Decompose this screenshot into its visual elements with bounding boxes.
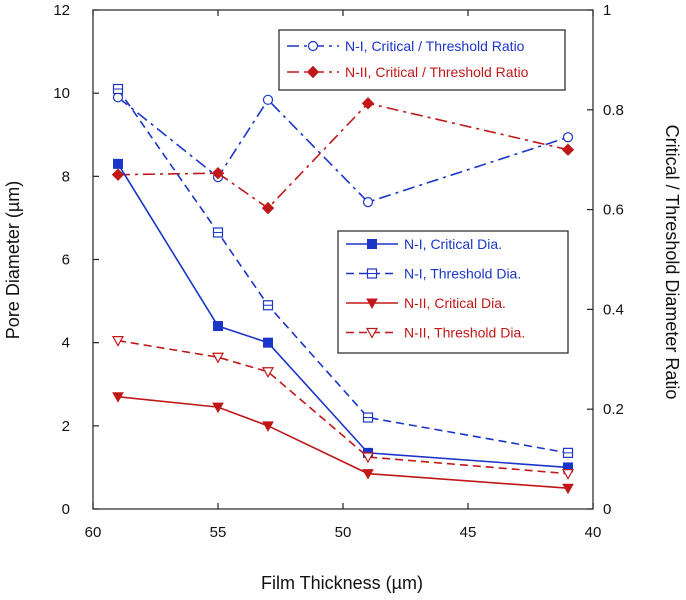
legend-box xyxy=(278,29,566,91)
legend-item: N-I, Critical Dia. xyxy=(346,236,502,252)
data-point xyxy=(562,483,574,495)
y2-axis-title: Critical / Threshold Diameter Ratio xyxy=(662,125,682,400)
y-tick-label: 2 xyxy=(62,418,70,435)
legend-2: N-I, Critical Dia. N-I, Threshold Dia. N-I… xyxy=(337,230,569,354)
data-point xyxy=(262,421,274,432)
series-2 xyxy=(111,97,575,215)
legend-item: N-II, Threshold Dia. xyxy=(346,325,525,341)
series-5 xyxy=(112,392,574,495)
data-point xyxy=(361,452,375,464)
legend-marker xyxy=(366,268,378,279)
series-line xyxy=(117,102,569,210)
data-point xyxy=(362,412,374,423)
y2-tick-label: 0.2 xyxy=(603,401,624,418)
x-tick-label: 45 xyxy=(460,524,477,541)
x-tick-label: 40 xyxy=(585,524,602,541)
legend-label: N-I, Threshold Dia. xyxy=(404,266,521,282)
legend-label: N-II, Critical / Threshold Ratio xyxy=(345,64,529,80)
data-point xyxy=(262,300,274,311)
y2-tick-label: 0.4 xyxy=(603,301,624,318)
legend-label: N-II, Critical Dia. xyxy=(404,295,506,311)
series-line xyxy=(117,96,569,204)
data-point xyxy=(262,94,274,105)
legend-marker xyxy=(365,327,379,339)
legend-label: N-II, Threshold Dia. xyxy=(404,325,525,341)
legend-marker xyxy=(367,239,377,249)
legends: N-I, Critical / Threshold Ratio N-II, Cri… xyxy=(278,29,569,354)
data-point xyxy=(112,83,124,95)
data-point xyxy=(111,335,125,347)
legend-label: N-I, Critical / Threshold Ratio xyxy=(345,38,525,54)
data-point xyxy=(211,166,225,180)
y2-tick-label: 0.8 xyxy=(603,102,624,119)
data-point xyxy=(562,447,574,458)
legend-marker xyxy=(307,40,319,52)
x-tick-label: 55 xyxy=(210,524,227,541)
legend-item: N-II, Critical / Threshold Ratio xyxy=(287,64,529,80)
data-point xyxy=(113,158,123,169)
data-point xyxy=(561,469,575,480)
data-point xyxy=(112,392,124,403)
legend-item: N-I, Critical / Threshold Ratio xyxy=(287,38,525,54)
y-tick-label: 0 xyxy=(62,501,70,518)
legend-item: N-II, Critical Dia. xyxy=(346,295,506,311)
legend-marker xyxy=(366,298,378,310)
y-tick-label: 10 xyxy=(53,85,70,102)
data-point xyxy=(562,132,574,143)
data-point xyxy=(361,97,375,110)
y2-tick-label: 0 xyxy=(603,501,611,518)
data-point xyxy=(561,143,575,156)
data-point xyxy=(362,197,374,208)
y-axis-title: Pore Diameter (µm) xyxy=(3,181,23,339)
series-4 xyxy=(112,83,574,458)
legend-marker xyxy=(306,65,320,79)
legend-1: N-I, Critical / Threshold Ratio N-II, Cri… xyxy=(278,29,566,91)
y-tick-label: 4 xyxy=(62,335,70,352)
y2-tick-label: 1 xyxy=(603,2,611,19)
y-tick-label: 6 xyxy=(62,252,70,269)
data-point xyxy=(263,337,273,348)
series-line xyxy=(117,339,569,475)
y-tick-label: 8 xyxy=(62,168,70,185)
data-point xyxy=(362,469,374,480)
data-point xyxy=(212,402,224,414)
legend-label: N-I, Critical Dia. xyxy=(404,236,502,252)
series-6 xyxy=(111,335,575,480)
data-point xyxy=(261,367,275,379)
data-point xyxy=(213,321,223,332)
y2-tick-label: 0.6 xyxy=(603,202,624,219)
data-point xyxy=(212,227,224,238)
data-point xyxy=(261,201,275,215)
y-tick-label: 12 xyxy=(53,2,70,19)
x-axis-title: Film Thickness (µm) xyxy=(261,573,423,593)
series-line xyxy=(117,395,569,490)
legend-item: N-I, Threshold Dia. xyxy=(346,266,521,282)
series-layer xyxy=(111,83,575,495)
x-tick-label: 60 xyxy=(85,524,102,541)
x-tick-label: 50 xyxy=(335,524,352,541)
data-point xyxy=(111,168,125,181)
data-point xyxy=(211,352,225,364)
series-1 xyxy=(112,92,574,208)
